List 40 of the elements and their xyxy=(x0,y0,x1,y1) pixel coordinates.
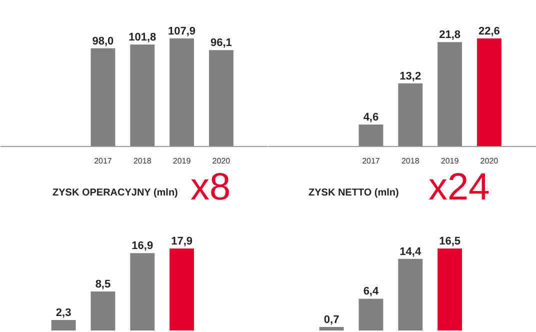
x-tick-label: 2019 xyxy=(440,156,460,166)
data-label: 16,5 xyxy=(439,236,461,248)
x-tick-label: 2017 xyxy=(94,156,112,166)
bar xyxy=(51,320,76,330)
chart-title: ZYSK OPERACYJNY (mln) xyxy=(52,188,178,198)
x-tick-label: 2017 xyxy=(362,156,380,166)
data-label: 107,9 xyxy=(168,25,196,38)
chart-title: ZYSK NETTO (mln) xyxy=(308,188,399,198)
data-label: 4,6 xyxy=(363,111,379,124)
data-label: 101,8 xyxy=(128,31,156,44)
data-label: 0,7 xyxy=(324,314,340,326)
bar xyxy=(358,124,384,146)
bar xyxy=(398,258,423,330)
bar xyxy=(438,42,462,146)
x-tick-label: 2020 xyxy=(480,156,499,166)
bar xyxy=(476,38,502,146)
bar xyxy=(130,253,155,330)
data-label: 14,4 xyxy=(400,246,422,258)
bar xyxy=(90,292,116,330)
data-label: 22,6 xyxy=(478,25,500,38)
data-label: 21,8 xyxy=(439,29,461,42)
text: x24 xyxy=(428,166,490,208)
text: x8 xyxy=(190,166,231,208)
data-label: 98,0 xyxy=(92,35,114,48)
x-tick-label: 2020 xyxy=(212,156,231,166)
bar xyxy=(170,248,194,330)
data-label: 17,9 xyxy=(171,236,193,248)
data-label: 2,3 xyxy=(56,306,72,319)
data-label: 13,2 xyxy=(400,70,422,82)
x-tick-label: 2018 xyxy=(401,156,420,166)
data-label: 6,4 xyxy=(363,286,380,298)
bar xyxy=(319,327,344,330)
bar xyxy=(398,83,423,146)
bar xyxy=(358,298,384,330)
data-label: 16,9 xyxy=(132,240,154,252)
x-tick-label: 2019 xyxy=(172,156,192,166)
data-label: 96,1 xyxy=(210,37,232,50)
x-tick-label: 2018 xyxy=(133,156,152,166)
bar xyxy=(438,248,462,330)
data-label: 8,5 xyxy=(95,278,111,291)
